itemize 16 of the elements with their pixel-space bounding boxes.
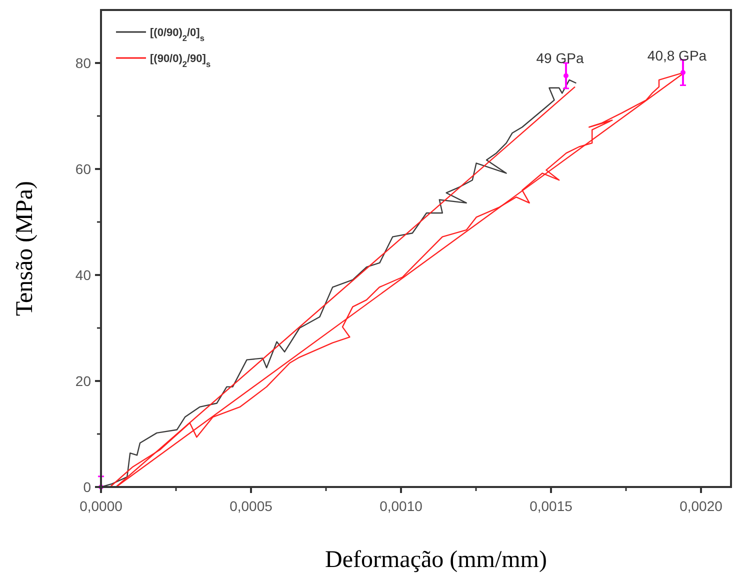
x-tick-label: 0,0010: [380, 498, 423, 514]
x-axis-title: Deformação (mm/mm): [325, 547, 547, 573]
x-tick-label: 0,0005: [230, 498, 273, 514]
x-tick-label: 0,0020: [680, 498, 723, 514]
y-tick-label: 0: [83, 479, 92, 495]
y-tick-label: 40: [75, 267, 92, 283]
legend-label: [(90/0)$_{2}$/90]$_{s}$: [150, 53, 211, 68]
annotation: 40,8 GPa: [647, 47, 707, 64]
y-tick-label: 60: [75, 161, 92, 177]
x-tick-label: 0,0015: [530, 498, 573, 514]
y-tick-label: 20: [75, 373, 92, 389]
x-tick-label: 0,0000: [80, 498, 123, 514]
y-tick-label: 80: [75, 55, 92, 71]
legend-label: [(0/90)$_{2}$/0]$_{s}$: [150, 27, 205, 42]
y-axis-title: Tensão (MPa): [12, 181, 38, 316]
annotation: 49 GPa: [536, 50, 584, 66]
